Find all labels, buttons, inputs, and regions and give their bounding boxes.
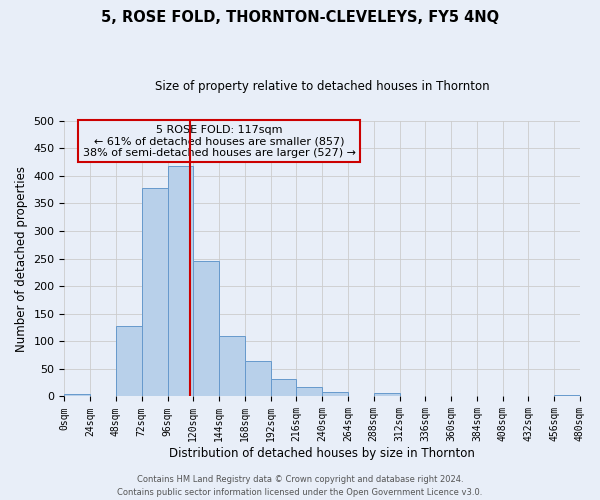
Bar (245, 360, 271, 396)
Bar (374, 393, 400, 396)
Text: 5, ROSE FOLD, THORNTON-CLEVELEYS, FY5 4NQ: 5, ROSE FOLD, THORNTON-CLEVELEYS, FY5 4N… (101, 10, 499, 25)
Bar (193, 260, 219, 396)
Bar (296, 387, 322, 396)
Bar (64, 394, 90, 396)
Bar (219, 336, 245, 396)
Bar (167, 166, 193, 396)
Bar (271, 379, 296, 396)
Bar (116, 326, 142, 396)
Bar (554, 395, 580, 396)
Bar (142, 188, 167, 396)
Y-axis label: Number of detached properties: Number of detached properties (15, 166, 28, 352)
Bar (322, 392, 348, 396)
Title: Size of property relative to detached houses in Thornton: Size of property relative to detached ho… (155, 80, 490, 93)
X-axis label: Distribution of detached houses by size in Thornton: Distribution of detached houses by size … (169, 447, 475, 460)
Text: 5 ROSE FOLD: 117sqm
← 61% of detached houses are smaller (857)
38% of semi-detac: 5 ROSE FOLD: 117sqm ← 61% of detached ho… (83, 124, 356, 158)
Text: Contains HM Land Registry data © Crown copyright and database right 2024.
Contai: Contains HM Land Registry data © Crown c… (118, 476, 482, 497)
